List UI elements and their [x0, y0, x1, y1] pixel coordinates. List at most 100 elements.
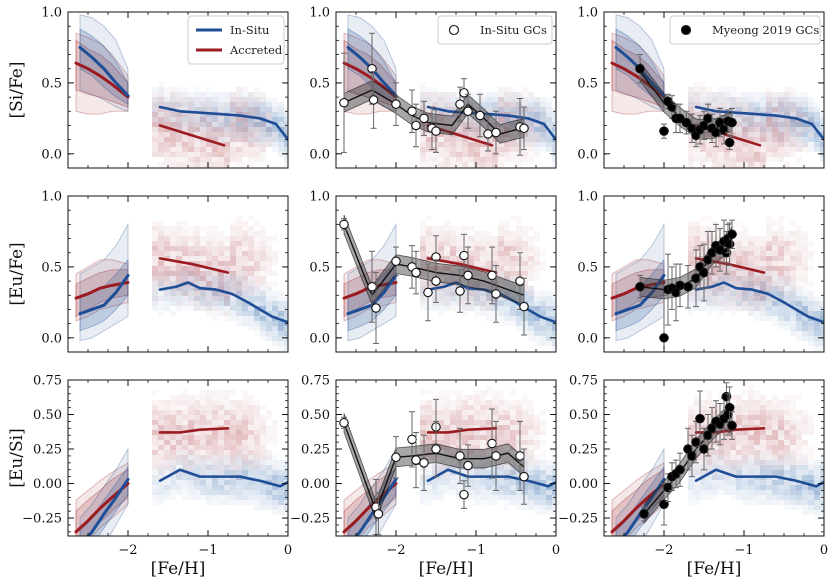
- density-cell-accreted: [462, 435, 468, 440]
- density-cell-insitu: [510, 92, 516, 97]
- density-cell-accreted: [718, 142, 724, 147]
- density-cell-insitu: [152, 97, 158, 102]
- density-cell-insitu: [182, 296, 188, 301]
- density-cell-accreted: [164, 261, 170, 266]
- density-cell-insitu: [534, 316, 540, 321]
- density-cell-accreted: [200, 405, 206, 410]
- density-cell-accreted: [694, 82, 700, 87]
- density-cell-accreted: [688, 236, 694, 241]
- density-cell-insitu: [170, 112, 176, 117]
- density-cell-insitu: [546, 291, 552, 296]
- density-cell-accreted: [152, 405, 158, 410]
- density-cell-insitu: [820, 117, 824, 122]
- x-tick-label: 0: [284, 543, 292, 558]
- density-cell-insitu: [814, 306, 820, 311]
- density-cell-insitu: [712, 117, 718, 122]
- density-cell-accreted: [152, 97, 158, 102]
- density-cell-accreted: [170, 92, 176, 97]
- density-cell-accreted: [516, 107, 522, 112]
- density-cell-accreted: [194, 147, 200, 152]
- density-cell-accreted: [158, 450, 164, 455]
- density-cell-accreted: [450, 420, 456, 425]
- density-cell-accreted: [152, 112, 158, 117]
- density-cell-accreted: [266, 256, 272, 261]
- density-cell-accreted: [230, 102, 236, 107]
- density-cell-accreted: [766, 137, 772, 142]
- density-cell-accreted: [158, 87, 164, 92]
- density-cell-accreted: [260, 440, 266, 445]
- density-cell-insitu: [790, 281, 796, 286]
- density-cell-accreted: [778, 241, 784, 246]
- density-cell-accreted: [486, 251, 492, 256]
- y-tick-label: 0.0: [309, 331, 330, 346]
- density-cell-accreted: [450, 425, 456, 430]
- density-cell-insitu: [242, 97, 248, 102]
- density-cell-accreted: [438, 455, 444, 460]
- accreted-lowz-band-outer: [75, 259, 129, 322]
- density-cell-insitu: [272, 495, 278, 500]
- density-cell-insitu: [272, 102, 278, 107]
- open-marker: [367, 282, 377, 292]
- density-cell-insitu: [438, 92, 444, 97]
- density-cell-insitu: [242, 480, 248, 485]
- density-cell-accreted: [194, 410, 200, 415]
- density-cell-insitu: [492, 97, 498, 102]
- density-cell-accreted: [694, 226, 700, 231]
- density-cell-accreted: [480, 97, 486, 102]
- density-cell-accreted: [480, 246, 486, 251]
- density-cell-insitu: [772, 281, 778, 286]
- insitu-median-line: [158, 281, 288, 324]
- filled-marker: [724, 137, 735, 148]
- density-cell-accreted: [432, 435, 438, 440]
- density-cell-insitu: [182, 127, 188, 132]
- density-cell-insitu: [808, 127, 814, 132]
- density-cell-insitu: [540, 112, 546, 117]
- density-cell-insitu: [176, 465, 182, 470]
- density-cell-insitu: [236, 460, 242, 465]
- density-histogram: [152, 82, 288, 168]
- density-cell-accreted: [742, 271, 748, 276]
- density-cell-insitu: [236, 97, 242, 102]
- density-cell-accreted: [522, 117, 528, 122]
- density-cell-accreted: [164, 102, 170, 107]
- density-cell-insitu: [808, 107, 814, 112]
- density-cell-accreted: [236, 251, 242, 256]
- density-cell-accreted: [522, 236, 528, 241]
- density-cell-insitu: [152, 112, 158, 117]
- density-cell-accreted: [212, 455, 218, 460]
- density-cell-accreted: [730, 147, 736, 152]
- axes: 0.00.51.0: [577, 190, 825, 353]
- myeong-gc-point: [711, 117, 721, 148]
- density-cell-accreted: [450, 162, 456, 167]
- density-cell-accreted: [444, 147, 450, 152]
- density-cell-accreted: [456, 271, 462, 276]
- density-cell-insitu: [438, 480, 444, 485]
- density-cell-accreted: [206, 122, 212, 127]
- density-cell-accreted: [748, 296, 754, 301]
- filled-marker: [675, 280, 685, 291]
- density-cell-accreted: [200, 112, 206, 117]
- density-cell-insitu: [224, 117, 230, 122]
- density-cell-insitu: [790, 97, 796, 102]
- y-tick-label: 0.5: [309, 260, 330, 275]
- density-cell-insitu: [510, 142, 516, 147]
- density-cell-insitu: [176, 92, 182, 97]
- density-cell-accreted: [450, 102, 456, 107]
- density-cell-accreted: [754, 271, 760, 276]
- density-cell-insitu: [200, 480, 206, 485]
- density-cell-insitu: [724, 291, 730, 296]
- density-cell-insitu: [730, 291, 736, 296]
- density-cell-accreted: [254, 251, 260, 256]
- density-cell-accreted: [444, 390, 450, 395]
- density-cell-insitu: [450, 137, 456, 142]
- plot-area: [610, 216, 824, 352]
- density-cell-accreted: [254, 157, 260, 162]
- density-cell-accreted: [706, 87, 712, 92]
- density-cell-insitu: [236, 311, 242, 316]
- density-cell-accreted: [534, 256, 540, 261]
- insitu-gc-point: [391, 246, 401, 276]
- density-cell-insitu: [688, 92, 694, 97]
- density-cell-accreted: [462, 415, 468, 420]
- density-cell-accreted: [242, 246, 248, 251]
- density-cell-accreted: [212, 445, 218, 450]
